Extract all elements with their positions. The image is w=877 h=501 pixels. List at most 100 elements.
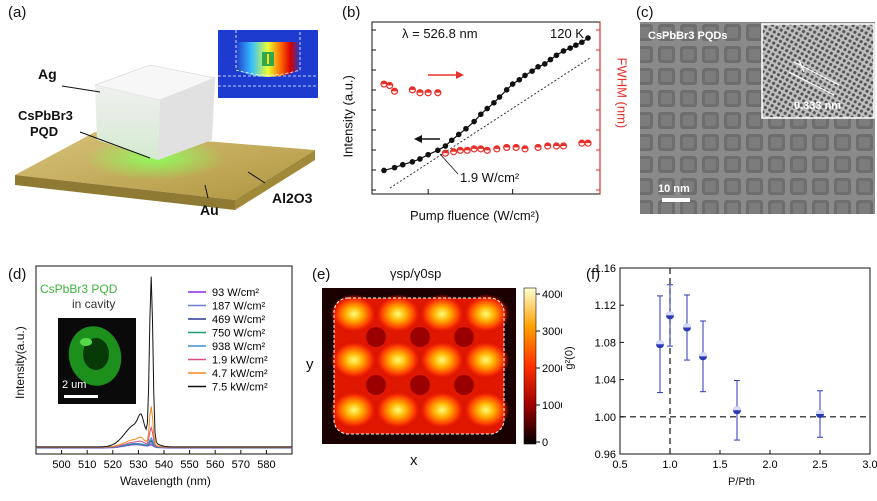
linear-extrapolation: [389, 57, 591, 189]
panel-b-ylabel-left: Intensity (a.u.): [340, 75, 356, 158]
intensity-point: [484, 105, 491, 112]
d-xtick-label: 520: [104, 459, 122, 471]
field-node: [366, 327, 386, 347]
panel-d-label: (d): [8, 266, 27, 283]
field-hotspot: [462, 294, 510, 334]
panel-f: 0.5 1.0 1.5 2.0 2.5 3.0 1.16 1.12 1.08 1.04 1.00 0.…: [562, 252, 877, 496]
fwhm-point-fill: [434, 89, 441, 93]
f-xtick-label: 2.5: [812, 459, 827, 471]
f-xtick-label: 1.0: [662, 459, 677, 471]
field-hotspot: [330, 390, 378, 430]
field-hotspot: [330, 340, 378, 380]
intensity-point: [496, 94, 503, 100]
fwhm-point-fill: [471, 145, 478, 149]
field-hotspot: [374, 340, 422, 380]
colorbar-tick-label: 0: [542, 437, 548, 449]
panel-f-label: (f): [586, 266, 601, 283]
intensity-point: [541, 61, 548, 67]
panel-f-axes: [619, 267, 871, 455]
fwhm-point-fill: [477, 145, 484, 149]
pqd-label-line1: CsPbBr3: [18, 108, 73, 123]
panel-a-illustration: [15, 30, 318, 210]
colorbar-tick-label: 4000: [542, 289, 562, 301]
g2-point-half: [699, 352, 707, 357]
f-ytick-label: 1.04: [595, 375, 616, 387]
intensity-point: [391, 164, 398, 171]
au-label: Au: [200, 202, 219, 218]
panel-d-xlabel: Wavelength (nm): [120, 474, 211, 488]
intensity-point: [455, 131, 462, 138]
panel-b-label: (b): [342, 4, 361, 21]
intensity-point: [409, 159, 416, 165]
colorbar: [523, 287, 537, 445]
field-hotspot: [462, 340, 510, 380]
legend-entry: 187 W/cm²: [212, 301, 266, 313]
f-xtick-label: 3.0: [862, 459, 877, 471]
legend-entry: 938 W/cm²: [212, 341, 266, 353]
d-xtick-label: 500: [52, 459, 70, 471]
field-hotspot: [374, 294, 422, 334]
inset-scale-text: 2 um: [62, 379, 87, 391]
g2-point-half: [816, 410, 824, 415]
fwhm-point-fill: [553, 143, 560, 146]
field-node: [366, 375, 386, 395]
panel-d-ylabel: Intensity(a.u.): [13, 326, 27, 399]
intensity-point: [471, 118, 477, 125]
spectrum-line: [36, 425, 292, 448]
intensity-point: [463, 125, 469, 132]
fwhm-point-fill: [442, 150, 449, 154]
scale-bar: [662, 198, 690, 202]
field-node: [454, 327, 474, 347]
heatmap-xlabel: x: [410, 452, 418, 469]
field-hotspot: [418, 340, 466, 380]
field-hotspot: [374, 390, 422, 430]
fwhm-point-fill: [544, 143, 551, 146]
colorbar-tick-label: 3000: [542, 326, 562, 338]
pqd-label-line2: PQD: [30, 124, 59, 139]
panel-b-ylabel-right: FWHM (nm): [614, 57, 630, 129]
fwhm-point-fill: [391, 88, 398, 92]
lattice-spacing: 0.333 nm: [794, 100, 842, 112]
legend-entry: 469 W/cm²: [212, 314, 266, 326]
intensity-point: [579, 39, 585, 46]
heatmap-title: γsp/γ0sp: [390, 266, 442, 281]
intensity-point: [509, 81, 516, 87]
field-hotspot: [418, 390, 466, 430]
panel-d: 500 510 520 530 540 550 560 570 580 93 W/cm² 187 …: [0, 252, 300, 496]
g2-point-half: [733, 406, 741, 411]
inset-title-line1: CsPbBr3 PQD: [40, 282, 118, 296]
intensity-point: [442, 143, 449, 149]
d-xtick-label: 580: [257, 459, 275, 471]
intensity-point: [503, 87, 510, 93]
d-xtick-label: 570: [232, 459, 250, 471]
inset-scale-bar: [64, 395, 98, 398]
intensity-point: [448, 137, 455, 144]
intensity-point: [585, 35, 591, 41]
fwhm-point-fill: [457, 147, 464, 151]
f-ytick-label: 1.12: [595, 300, 616, 312]
fwhm-point-fill: [464, 147, 471, 151]
intensity-point: [381, 167, 387, 174]
hrtem-inset: [761, 23, 875, 119]
inset-title-line2: in cavity: [72, 297, 116, 311]
field-inset: [218, 30, 318, 98]
legend-entry: 1.9 kW/cm²: [212, 355, 268, 367]
panel-c-label: (c): [636, 4, 654, 21]
panel-a-label: (a): [8, 4, 27, 21]
panel-a: (a) Ag CsPbBr3 PQD Al2O3 Au: [0, 0, 330, 230]
f-ytick-label: 1.08: [595, 337, 616, 349]
panel-e-label: (e): [312, 266, 331, 283]
fwhm-point-fill: [409, 86, 416, 90]
spectrum-line: [36, 406, 292, 448]
al2o3-label: Al2O3: [272, 190, 313, 206]
wavelength-text: λ = 526.8 nm: [402, 26, 478, 41]
f-ytick-label: 1.00: [595, 412, 616, 424]
panel-f-xlabel: P/Pth: [728, 476, 755, 488]
g2-point-half: [666, 311, 674, 316]
g2-point-half: [683, 323, 691, 328]
intensity-point: [573, 42, 579, 48]
colorbar-tick-label: 2000: [542, 363, 562, 375]
f-xtick-label: 1.5: [712, 459, 727, 471]
panel-f-ylabel: g²(0): [563, 346, 576, 370]
